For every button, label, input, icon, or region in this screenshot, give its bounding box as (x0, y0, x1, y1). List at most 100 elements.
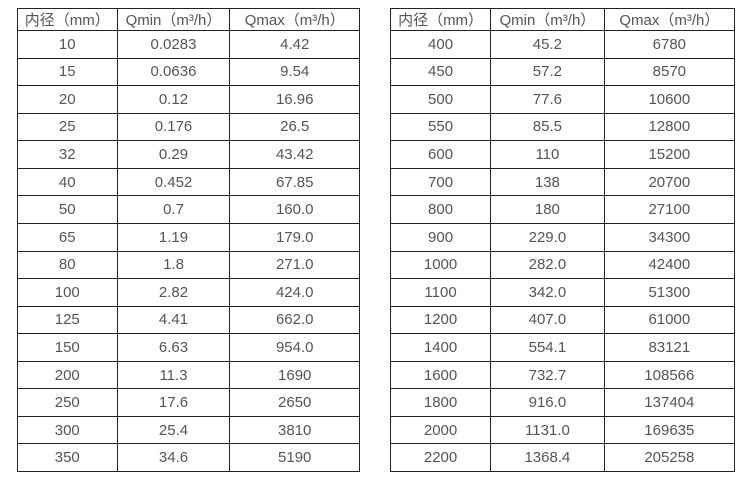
table-cell: 34300 (603, 222, 736, 252)
table-cell: 6780 (603, 30, 736, 59)
table-cell: 2.82 (116, 278, 231, 307)
table-cell: 916.0 (490, 388, 605, 417)
table-cell: 500 (389, 85, 492, 114)
table-cell: 200 (17, 360, 118, 390)
table-cell: 26.5 (229, 112, 360, 142)
table-cell: 205258 (603, 443, 736, 472)
table-cell: 15200 (603, 140, 736, 169)
table-cell: 407.0 (490, 305, 605, 335)
flow-spec-table-small-diameters: 内径（mm） Qmin（m³/h） Qmax（m³/h） 10 0.0283 4.42 15… (17, 8, 360, 472)
table-cell: 85.5 (490, 112, 605, 142)
header-cell: 内径（mm） (17, 8, 118, 31)
table-cell: 4.41 (116, 305, 231, 335)
table-row: 150 6.63 954.0 (17, 333, 360, 362)
table-cell: 20700 (603, 167, 736, 197)
table-cell: 25.4 (116, 415, 231, 445)
table-row: 550 85.5 12800 (389, 112, 736, 142)
table-cell: 0.12 (116, 85, 231, 114)
table-cell: 1368.4 (490, 443, 605, 472)
table-cell: 350 (17, 443, 118, 472)
table-cell: 10 (17, 30, 118, 59)
table-cell: 125 (17, 305, 118, 335)
table-cell: 300 (17, 415, 118, 445)
table-row: 1000 282.0 42400 (389, 250, 736, 280)
table-row: 125 4.41 662.0 (17, 305, 360, 335)
table-row: 1400 554.1 83121 (389, 333, 736, 362)
table-cell: 450 (389, 57, 492, 87)
table-cell: 1000 (389, 250, 492, 280)
table-cell: 1.8 (116, 250, 231, 280)
table-cell: 40 (17, 167, 118, 197)
header-row: 内径（mm） Qmin（m³/h） Qmax（m³/h） (17, 8, 360, 31)
table-row: 80 1.8 271.0 (17, 250, 360, 280)
table-row: 15 0.0636 9.54 (17, 57, 360, 87)
table-row: 500 77.6 10600 (389, 85, 736, 114)
table-cell: 42400 (603, 250, 736, 280)
table-row: 2000 1131.0 169635 (389, 415, 736, 445)
table-cell: 67.85 (229, 167, 360, 197)
table-cell: 65 (17, 222, 118, 252)
table-cell: 0.0283 (116, 30, 231, 59)
table-row: 40 0.452 67.85 (17, 167, 360, 197)
table-row: 800 180 27100 (389, 195, 736, 224)
table-cell: 800 (389, 195, 492, 224)
table-cell: 1131.0 (490, 415, 605, 445)
table-row: 10 0.0283 4.42 (17, 30, 360, 59)
table-cell: 9.54 (229, 57, 360, 87)
table-cell: 20 (17, 85, 118, 114)
table-cell: 0.452 (116, 167, 231, 197)
table-cell: 51300 (603, 278, 736, 307)
table-cell: 0.7 (116, 195, 231, 224)
table-row: 2200 1368.4 205258 (389, 443, 736, 472)
table-cell: 282.0 (490, 250, 605, 280)
header-cell: Qmax（m³/h） (229, 8, 360, 31)
table-cell: 150 (17, 333, 118, 362)
table-cell: 8570 (603, 57, 736, 87)
table-row: 200 11.3 1690 (17, 360, 360, 390)
table-cell: 424.0 (229, 278, 360, 307)
table-row: 1200 407.0 61000 (389, 305, 736, 335)
header-cell: 内径（mm） (389, 8, 492, 31)
table-row: 300 25.4 3810 (17, 415, 360, 445)
table-row: 700 138 20700 (389, 167, 736, 197)
table-cell: 554.1 (490, 333, 605, 362)
table-cell: 138 (490, 167, 605, 197)
table-cell: 0.176 (116, 112, 231, 142)
table-cell: 110 (490, 140, 605, 169)
table-cell: 732.7 (490, 360, 605, 390)
table-row: 65 1.19 179.0 (17, 222, 360, 252)
table-row: 1800 916.0 137404 (389, 388, 736, 417)
table-cell: 57.2 (490, 57, 605, 87)
table-cell: 550 (389, 112, 492, 142)
header-cell: Qmax（m³/h） (603, 8, 736, 31)
table-cell: 61000 (603, 305, 736, 335)
table-cell: 1600 (389, 360, 492, 390)
table-cell: 17.6 (116, 388, 231, 417)
table-cell: 250 (17, 388, 118, 417)
table-cell: 400 (389, 30, 492, 59)
table-cell: 342.0 (490, 278, 605, 307)
table-cell: 271.0 (229, 250, 360, 280)
table-cell: 1690 (229, 360, 360, 390)
flow-spec-table-large-diameters: 内径（mm） Qmin（m³/h） Qmax（m³/h） 400 45.2 6780 450… (389, 8, 736, 472)
table-cell: 16.96 (229, 85, 360, 114)
table-cell: 6.63 (116, 333, 231, 362)
table-cell: 160.0 (229, 195, 360, 224)
table-row: 250 17.6 2650 (17, 388, 360, 417)
table-cell: 3810 (229, 415, 360, 445)
header-cell: Qmin（m³/h） (116, 8, 231, 31)
table-row: 25 0.176 26.5 (17, 112, 360, 142)
table-cell: 15 (17, 57, 118, 87)
table-row: 350 34.6 5190 (17, 443, 360, 472)
table-cell: 32 (17, 140, 118, 169)
table-cell: 137404 (603, 388, 736, 417)
table-cell: 954.0 (229, 333, 360, 362)
table-row: 900 229.0 34300 (389, 222, 736, 252)
table-row: 50 0.7 160.0 (17, 195, 360, 224)
table-row: 450 57.2 8570 (389, 57, 736, 87)
table-cell: 4.42 (229, 30, 360, 59)
header-row: 内径（mm） Qmin（m³/h） Qmax（m³/h） (389, 8, 736, 31)
table-cell: 34.6 (116, 443, 231, 472)
table-row: 600 110 15200 (389, 140, 736, 169)
table-cell: 108566 (603, 360, 736, 390)
